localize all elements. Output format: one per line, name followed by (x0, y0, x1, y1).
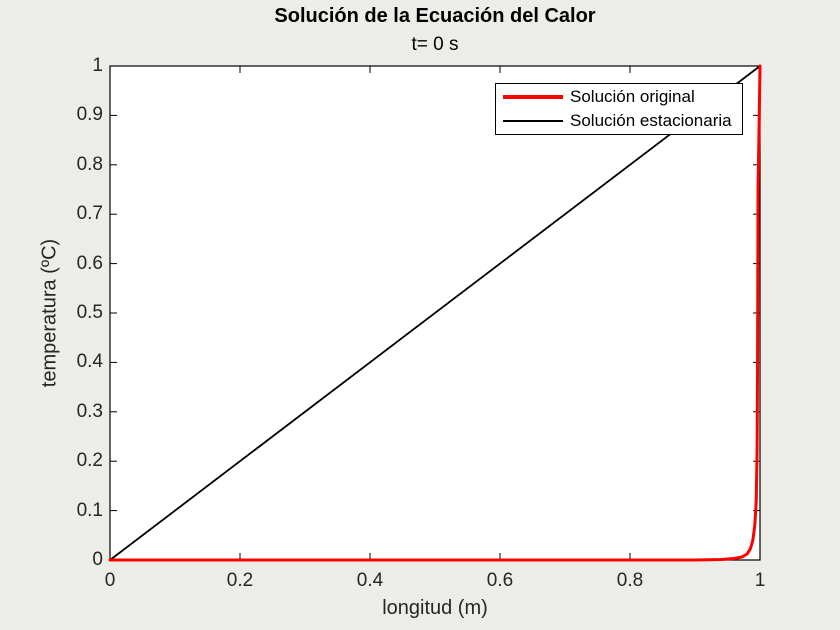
x-tick-label: 0 (104, 570, 116, 591)
y-tick-label: 0.9 (76, 104, 103, 126)
series-line-Solución original (108, 64, 762, 562)
y-tick-label: 0.3 (76, 400, 103, 422)
legend-line-sample-estacionaria (503, 120, 563, 122)
x-tick-label: 0.4 (356, 570, 384, 591)
legend-label-estacionaria: Solución estacionaria (570, 111, 732, 130)
y-tick-label: 0.6 (76, 252, 103, 274)
y-tick-label: 0 (92, 549, 103, 570)
x-tick-label: 1 (754, 570, 766, 591)
legend: Solución original Solución estacionaria (495, 83, 743, 135)
x-tick-label: 0.8 (616, 570, 644, 591)
series-line-Solución estacionaria (109, 65, 761, 561)
x-tick-label: 0.2 (226, 570, 254, 591)
legend-item: Solución original (503, 86, 742, 109)
y-tick-label: 1 (92, 55, 103, 76)
y-tick-label: 0.5 (76, 302, 103, 323)
y-tick-label: 0.4 (76, 351, 103, 373)
x-tick-label: 0.6 (486, 570, 514, 591)
y-tick-label: 0.2 (76, 450, 103, 472)
legend-item: Solución estacionaria (503, 110, 742, 133)
legend-label-original: Solución original (570, 87, 695, 106)
y-tick-label: 0.1 (76, 499, 103, 521)
x-axis-label: longitud (m) (382, 597, 488, 619)
legend-line-sample-original (503, 95, 563, 99)
y-axis-label: temperatura (ºC) (38, 238, 61, 388)
y-tick-label: 0.8 (76, 153, 103, 175)
y-tick-label: 0.7 (76, 203, 103, 225)
chart-title: Solución de la Ecuación del Calor (274, 5, 596, 27)
chart-subtitle: t= 0 s (411, 34, 459, 55)
